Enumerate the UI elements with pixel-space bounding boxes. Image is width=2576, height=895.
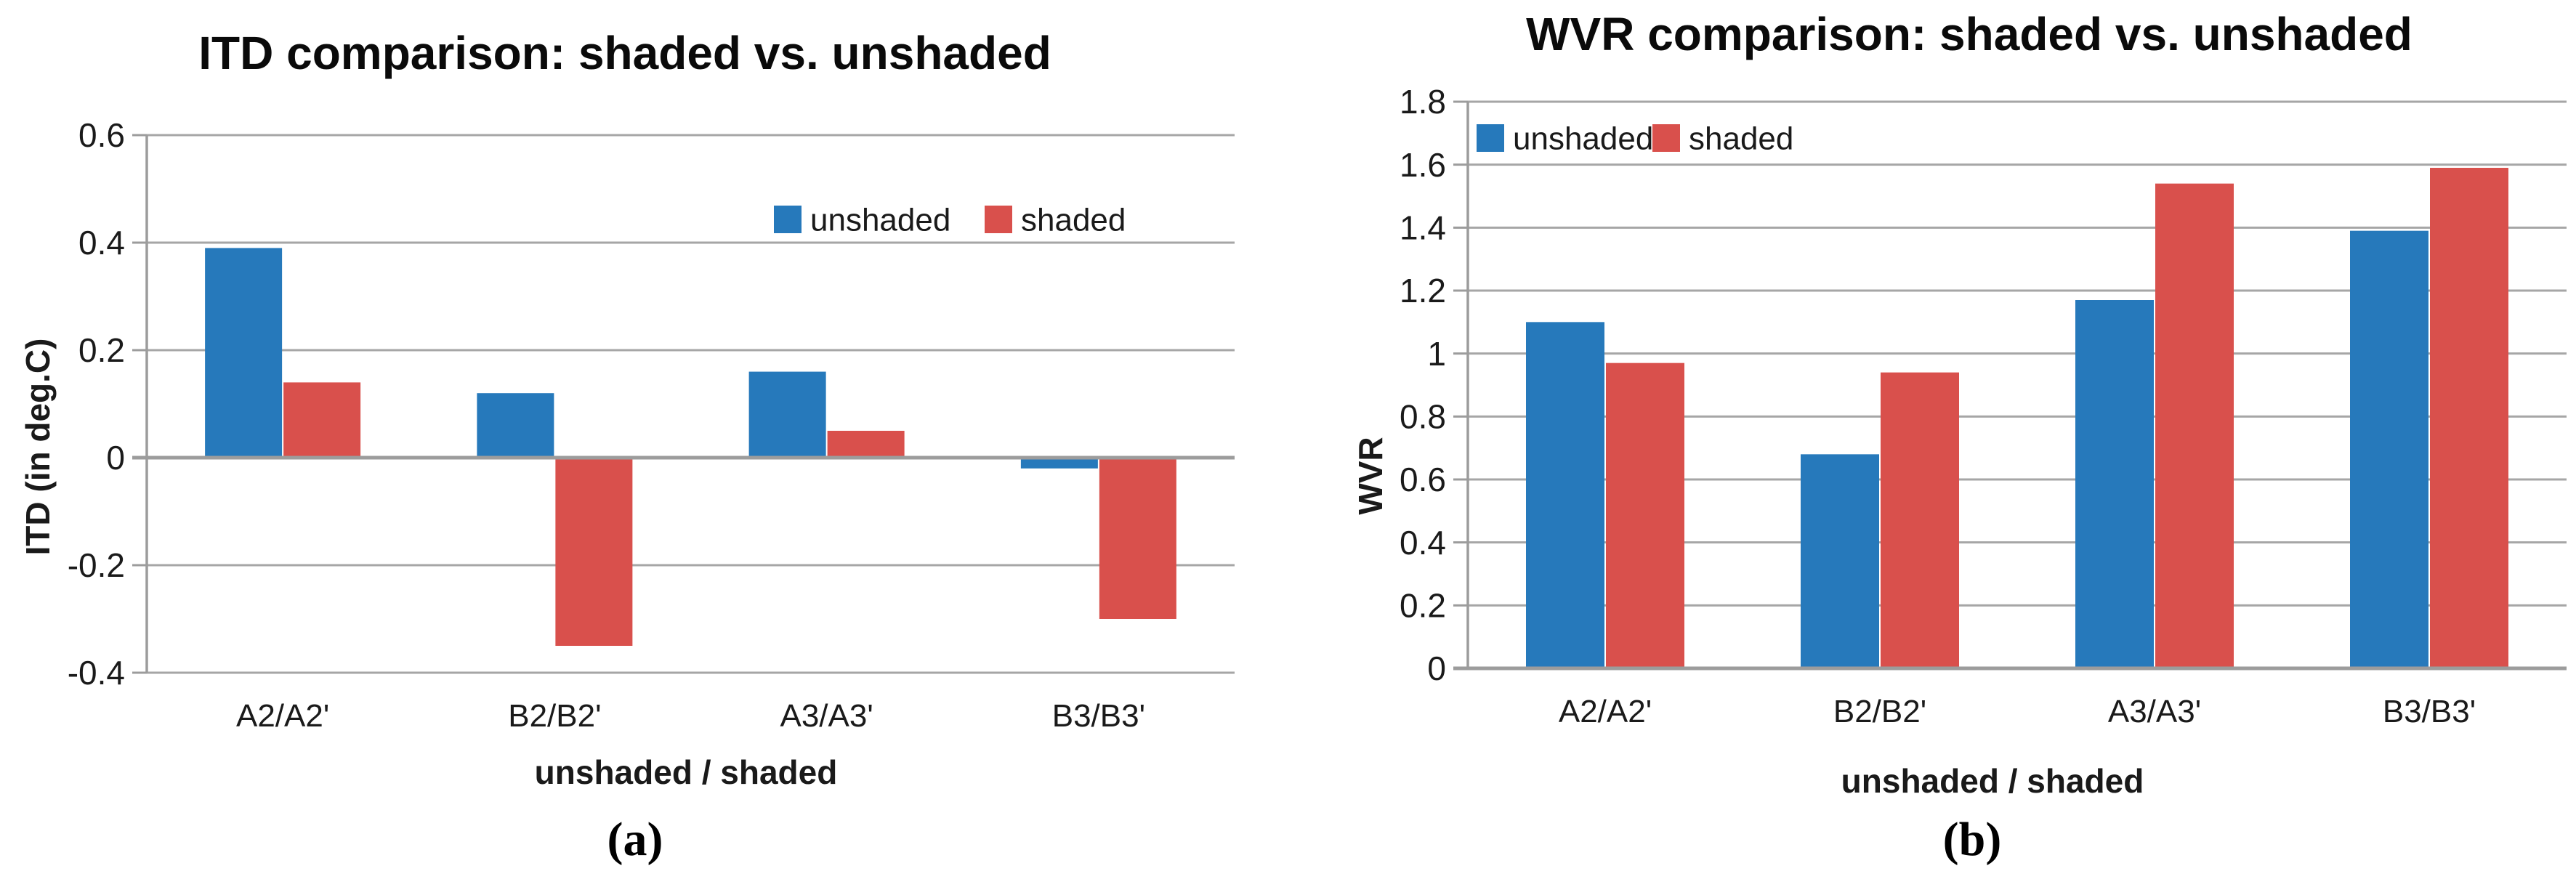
y-tick-label: 0.6 bbox=[1400, 461, 1446, 498]
y-tick-label: -0.2 bbox=[68, 546, 125, 584]
bar-unshaded-B3/B3' bbox=[2350, 230, 2428, 669]
x-category-label: B3/B3' bbox=[2383, 694, 2476, 729]
bar-shaded-A3/A3' bbox=[2155, 183, 2234, 668]
y-tick-label: 0.8 bbox=[1400, 397, 1446, 435]
x-category-label: A3/A3' bbox=[780, 698, 873, 734]
y-tick-label: 1.2 bbox=[1400, 272, 1446, 309]
y-tick-label: 0 bbox=[106, 439, 125, 477]
y-tick-label: 1.4 bbox=[1400, 208, 1446, 246]
bar-unshaded-A3/A3' bbox=[2075, 300, 2154, 668]
bar-unshaded-B2/B2' bbox=[1801, 454, 1879, 668]
y-tick-label: 0.6 bbox=[78, 116, 125, 154]
chart-a: 0.6 0.4 0.2 0 -0.2 -0.4 A2/A2' B2/B2' A3/A3' B3/B… bbox=[68, 116, 1235, 734]
x-category-label: B3/B3' bbox=[1052, 698, 1145, 734]
legend-label-unshaded: unshaded bbox=[1513, 121, 1653, 156]
legend-swatch-shaded bbox=[1652, 124, 1680, 152]
legend-label-shaded: shaded bbox=[1689, 121, 1793, 156]
y-tick-label: 1.8 bbox=[1400, 83, 1446, 121]
bar-shaded-A2/A2' bbox=[283, 382, 361, 458]
x-category-label: A3/A3' bbox=[2108, 694, 2201, 729]
chart-a-x-axis-title: unshaded / shaded bbox=[534, 753, 838, 791]
y-tick-label: 0.4 bbox=[78, 224, 125, 262]
legend-swatch-unshaded bbox=[1477, 124, 1504, 152]
chart-a-title: ITD comparison: shaded vs. unshaded bbox=[198, 27, 1051, 79]
x-category-label: B2/B2' bbox=[1833, 694, 1926, 729]
y-tick-label: 1.6 bbox=[1400, 146, 1446, 184]
bar-shaded-A2/A2' bbox=[1606, 363, 1684, 668]
legend-swatch-unshaded bbox=[774, 206, 802, 233]
y-tick-label: -0.4 bbox=[68, 654, 125, 692]
bar-unshaded-B2/B2' bbox=[477, 393, 554, 458]
chart-b-x-axis-title: unshaded / shaded bbox=[1841, 762, 2144, 800]
bar-shaded-A3/A3' bbox=[827, 431, 905, 458]
y-tick-label: 0.2 bbox=[78, 331, 125, 369]
y-tick-label: 0.4 bbox=[1400, 524, 1446, 562]
y-tick-label: 0 bbox=[1427, 649, 1446, 687]
y-tick-label: 0.2 bbox=[1400, 586, 1446, 624]
bar-shaded-B3/B3' bbox=[1099, 458, 1176, 619]
x-category-label: A2/A2' bbox=[236, 698, 329, 734]
bar-shaded-B3/B3' bbox=[2430, 168, 2508, 668]
bar-unshaded-A3/A3' bbox=[748, 371, 826, 458]
legend-label-unshaded: unshaded bbox=[810, 202, 950, 238]
panel-a-caption-label: (a) bbox=[607, 813, 663, 866]
x-category-label: A2/A2' bbox=[1559, 694, 1652, 729]
y-tick-label: 1 bbox=[1427, 335, 1446, 373]
chart-b-y-axis-title: WVR bbox=[1352, 437, 1389, 515]
bar-unshaded-A2/A2' bbox=[1526, 322, 1604, 668]
panel-b-caption-label: (b) bbox=[1942, 813, 2002, 866]
bar-shaded-B2/B2' bbox=[1881, 372, 1959, 668]
legend-label-shaded: shaded bbox=[1021, 202, 1126, 238]
bar-shaded-B2/B2' bbox=[555, 458, 633, 646]
chart-b: 1.8 1.6 1.4 1.2 1 0.8 0.6 0.4 0.2 0 A2/A2' B2/B2' A3… bbox=[1400, 83, 2567, 729]
x-category-label: B2/B2' bbox=[508, 698, 601, 734]
bar-unshaded-A2/A2' bbox=[205, 248, 283, 458]
chart-b-title: WVR comparison: shaded vs. unshaded bbox=[1526, 8, 2413, 60]
legend-swatch-shaded bbox=[985, 206, 1012, 233]
chart-a-y-axis-title: ITD (in deg.C) bbox=[19, 338, 57, 556]
bar-unshaded-B3/B3' bbox=[1020, 458, 1098, 469]
